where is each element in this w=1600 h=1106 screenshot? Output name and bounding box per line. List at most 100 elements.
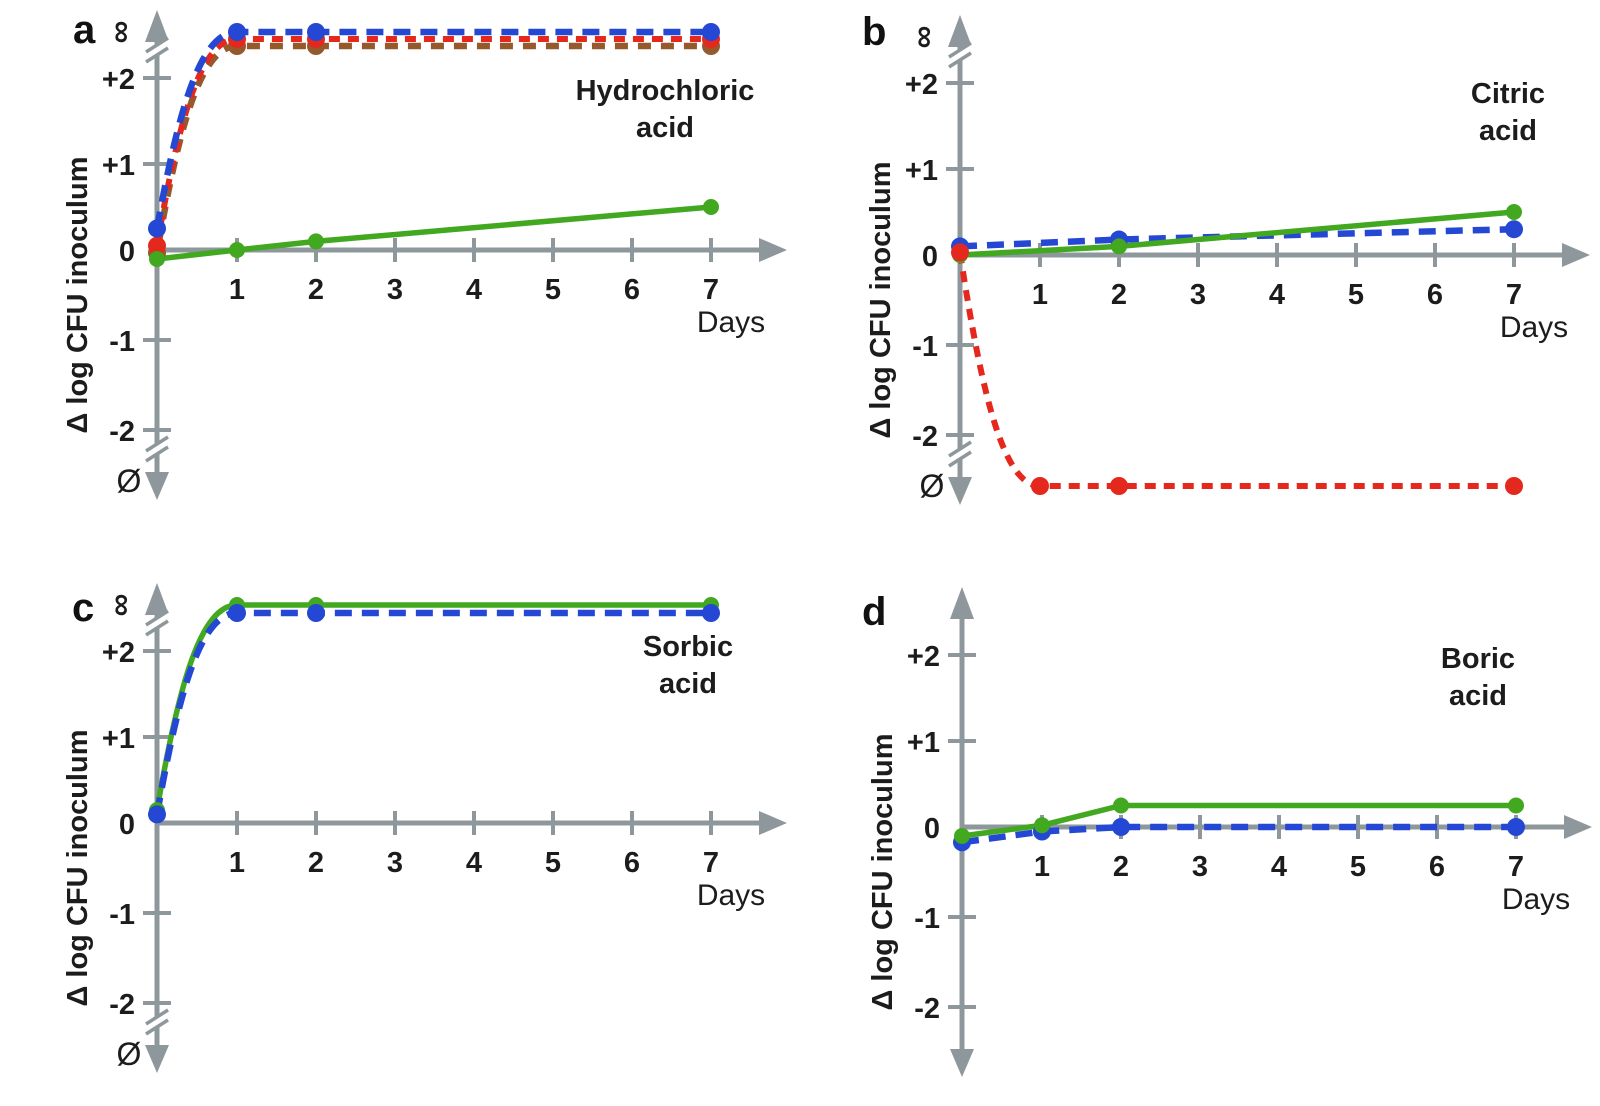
y-axis-arrow-up [145,10,169,42]
data-point-red-day0 [148,236,166,255]
data-point-green-day0 [149,251,165,267]
data-point-blue-day2 [307,23,325,41]
void-symbol: Ø [117,463,142,499]
panel-a: a 1 2 3 4 5 6 7 Days +2 +1 0 -1 -2 ∞ Ø Δ log CFU inocul… [20,0,800,550]
axis-break-slash [948,51,972,69]
data-point-red-day1 [1031,477,1049,495]
series-blue-dashed-line [153,609,711,815]
axis-break-slash [948,41,972,59]
y-tick-label: 0 [924,813,940,845]
axis-break-gap [141,435,173,463]
axis-break-slash [145,46,169,64]
data-point-green-day1 [1034,817,1050,834]
x-axis-arrow [1564,815,1592,839]
x-tick-label: 5 [1348,279,1364,311]
series-green-solid-line [154,602,711,811]
x-axis-title: Days [1502,883,1570,916]
infinity-symbol: ∞ [105,594,141,617]
x-axis-title: Days [697,879,765,912]
panel-c-letter: c [72,586,95,630]
axis-break-slash [145,1008,169,1026]
y-tick-label: -2 [914,993,940,1025]
axis-break-slash [145,619,169,637]
data-point-green-day2 [308,233,324,250]
panel-title-line: acid [636,112,694,144]
x-axis-title: Days [1500,311,1568,344]
y-tick-label: 0 [119,236,135,268]
series-blue-dashed-line [153,28,711,230]
data-point-green-day1 [229,242,245,258]
void-symbol: Ø [117,1036,142,1072]
panel-title-line: acid [1449,680,1507,712]
data-point-red-day0 [951,243,969,262]
data-point-blue-day0 [148,219,166,238]
y-tick-label: +1 [102,723,135,755]
axis-break-gap [944,41,976,69]
x-tick-label: 1 [1032,279,1048,311]
panel-d: d 1 2 3 4 5 6 7 Days +2 +1 0 -1 -2 Δ log CFU inoculum… [820,556,1600,1106]
panel-c: c 1 2 3 4 5 6 7 Days +2 +1 0 -1 -2 ∞ Ø Δ log CFU inocul… [20,556,800,1106]
panel-a-letter: a [73,8,96,52]
y-tick-label: -2 [912,421,938,453]
axis-break-slash [948,450,972,468]
x-tick-label: 4 [466,847,482,879]
y-tick-label: -2 [109,416,135,448]
y-axis-title: Δ log CFU inoculum [62,730,94,1007]
x-tick-label: 3 [1190,279,1206,311]
data-point-blue-day2 [307,604,325,622]
series-blue-dashed-line [961,823,1516,846]
x-tick-label: 2 [308,274,324,306]
y-tick-label: 0 [922,241,938,273]
infinity-symbol: ∞ [105,21,141,44]
x-tick-label: 2 [308,847,324,879]
panel-title-line: Sorbic [643,631,733,663]
void-symbol: Ø [920,468,945,504]
y-tick-label: +2 [102,64,135,96]
panel-b: b 1 2 3 4 5 6 7 Days +2 +1 0 -1 -2 ∞ Ø Δ log CFU inocul… [820,0,1600,550]
data-point-blue-day7 [702,604,720,622]
data-point-green-day0 [954,828,970,844]
axis-break-slash [145,609,169,627]
data-point-green-day2 [1113,797,1129,814]
y-tick-label: +2 [102,637,135,669]
x-tick-label: 5 [545,847,561,879]
axis-break-slash [145,36,169,54]
panel-title-line: Hydrochloric [576,75,755,107]
y-tick-label: +2 [907,641,940,673]
series-green-solid-line [156,204,712,262]
y-axis-title: Δ log CFU inoculum [62,157,94,434]
data-point-blue-day1 [228,23,246,41]
data-point-blue-day7 [1505,220,1523,239]
y-axis-title: Δ log CFU inoculum [865,162,897,439]
axis-break-gap [141,1008,173,1036]
x-tick-label: 3 [387,274,403,306]
series-green-solid-line [961,802,1516,839]
x-tick-label: 6 [1427,279,1443,311]
x-tick-label: 6 [624,847,640,879]
data-point-blue-day7 [1507,818,1525,836]
x-tick-label: 2 [1111,279,1127,311]
y-tick-label: -2 [109,989,135,1021]
x-tick-label: 5 [1350,851,1366,883]
x-tick-label: 1 [229,274,245,306]
data-point-red-day2 [1110,477,1128,495]
axis-break-gap [944,440,976,468]
data-point-blue-day2 [1112,818,1130,836]
y-axis-arrow-up [145,583,169,615]
x-tick-label: 1 [1034,851,1050,883]
panel-b-letter: b [862,10,887,54]
y-tick-label: +1 [102,150,135,182]
panel-title-line: Citric [1471,78,1545,110]
panel-title-line: acid [659,668,717,700]
y-axis-arrow-down [950,1049,974,1077]
x-tick-label: 7 [703,847,719,879]
panel-d-letter: d [862,590,887,634]
infinity-symbol: ∞ [908,26,944,49]
data-point-green-day7 [1508,797,1524,814]
y-axis-arrow-down [145,472,169,500]
x-axis-arrow [759,238,787,262]
x-tick-label: 7 [703,274,719,306]
